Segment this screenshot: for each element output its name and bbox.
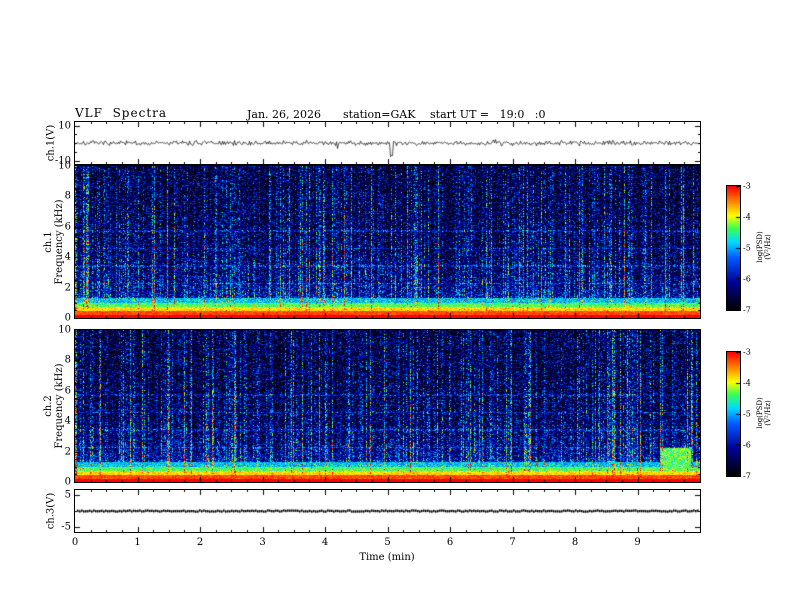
date-label: Jan. 26, 2026 [247,108,322,121]
colorbar-tick-label: -5 [743,243,751,253]
ch2-spectrogram-ylabel: ch.2 Frequency (kHz) [43,363,65,449]
colorbar-tick-label: -6 [743,274,751,284]
station-label: station=GAK [343,108,416,121]
ch1-spectrogram-canvas [75,166,700,318]
ch1-waveform-panel [74,121,701,165]
ch1-colorbar-canvas [727,186,740,310]
ch1-spectrogram-ytick: 2 [64,282,71,294]
colorbar-tick-label: -6 [743,440,751,450]
time-axis-label: Time (min) [359,552,415,563]
ch2-spectrogram-canvas [75,330,700,482]
ch2-spectrogram-ytick: 4 [64,415,71,427]
ch1-waveform-canvas [75,122,700,164]
figure-title: VLF Spectra [75,106,168,120]
colorbar-tick-label: -5 [743,409,751,419]
ch1-colorbar-label: log(PSD)(V²/Hz) [756,231,772,263]
ch2-colorbar-label: log(PSD)(V²/Hz) [756,397,772,429]
ch1-spectrogram-ytick: 10 [58,160,71,172]
ch2-spectrogram-panel [74,329,701,483]
x-tick-label: 1 [134,537,141,548]
ch2-colorbar [726,351,741,477]
ch2-colorbar-canvas [727,352,740,476]
ch2-spectrogram-ytick: 0 [64,476,71,488]
ch3-waveform-panel [74,489,701,533]
x-tick-label: 2 [196,537,204,548]
colorbar-tick-label: -3 [743,347,751,357]
x-tick-label: 5 [384,537,391,548]
ch2-spectrogram-ytick: 6 [64,385,71,397]
x-tick-label: 6 [446,537,454,548]
ch1-spectrogram-panel [74,165,701,319]
ch1-colorbar [726,185,741,311]
x-tick-label: 9 [634,537,641,548]
ch1-spectrogram-ytick: 4 [64,251,71,263]
ch2-spectrogram-ytick: 8 [64,354,71,366]
colorbar-tick-label: -3 [743,181,751,191]
ch1-waveform-ytick: 10 [58,120,71,131]
colorbar-tick-label: -4 [743,378,751,388]
x-tick-label: 4 [321,537,329,548]
ch1-spectrogram-ytick: 0 [64,312,71,324]
ch1-spectrogram-ytick: 6 [64,221,71,233]
ch3-waveform-canvas [75,490,700,532]
ch3-waveform-ytick: -5 [61,521,71,533]
ch1-spectrogram-ylabel: ch.1 Frequency (kHz) [43,199,65,285]
colorbar-tick-label: -7 [743,305,751,315]
colorbar-tick-label: -7 [743,471,751,481]
start-ut-label: start UT = 19:0 :0 [430,108,546,121]
ch1-spectrogram-ytick: 8 [64,190,71,202]
x-tick-label: 0 [71,537,79,548]
colorbar-tick-label: -4 [743,212,751,222]
x-tick-label: 3 [259,537,266,548]
x-tick-label: 8 [571,537,579,548]
ch2-spectrogram-ytick: 2 [64,446,71,458]
ch1-waveform-ytick: -10 [54,155,71,166]
ch3-waveform-ytick: 5 [64,489,71,501]
x-tick-label: 7 [509,537,516,548]
ch2-spectrogram-ytick: 10 [58,324,71,336]
